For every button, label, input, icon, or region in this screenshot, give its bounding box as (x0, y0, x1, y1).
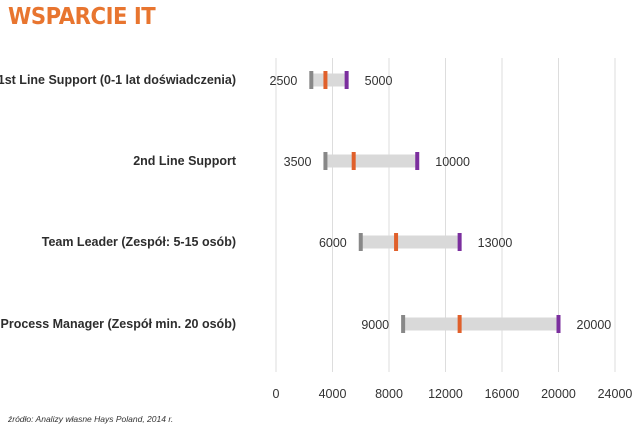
mid-marker (323, 71, 328, 89)
min-value-label: 3500 (284, 155, 312, 169)
max-marker (457, 233, 462, 251)
x-axis-ticks: 0 4000 8000 12000 16000 20000 24000 (273, 387, 633, 401)
category-label: Team Leader (Zespół: 5-15 osób) (42, 235, 236, 249)
mid-marker (457, 315, 462, 333)
x-tick-label: 8000 (375, 387, 403, 401)
chart-title: WSPARCIE IT (8, 4, 156, 30)
min-marker (401, 315, 406, 333)
x-tick-label: 0 (273, 387, 280, 401)
mid-marker (394, 233, 399, 251)
max-value-label: 5000 (365, 74, 393, 88)
range-bar (325, 154, 418, 168)
min-marker (323, 152, 328, 170)
source-note: źródło: Analizy własne Hays Poland, 2014… (8, 414, 174, 424)
max-value-label: 20000 (577, 318, 612, 332)
max-value-label: 10000 (435, 155, 470, 169)
min-value-label: 6000 (319, 236, 347, 250)
min-marker (358, 233, 363, 251)
bars-layer (309, 71, 561, 333)
mid-marker (351, 152, 356, 170)
x-tick-label: 24000 (598, 387, 633, 401)
range-bar (403, 317, 559, 331)
category-label: 2nd Line Support (133, 154, 237, 168)
max-marker (556, 315, 561, 333)
range-bar (311, 73, 347, 87)
max-marker (415, 152, 420, 170)
x-tick-label: 4000 (319, 387, 347, 401)
max-marker (344, 71, 349, 89)
x-tick-label: 16000 (485, 387, 520, 401)
labels-layer: 1st Line Support (0-1 lat doświadczenia)… (0, 73, 611, 332)
category-label: Process Manager (Zespół min. 20 osób) (1, 317, 236, 331)
min-marker (309, 71, 314, 89)
x-tick-label: 20000 (541, 387, 576, 401)
max-value-label: 13000 (478, 236, 513, 250)
range-bar (360, 235, 460, 249)
min-value-label: 2500 (270, 74, 298, 88)
min-value-label: 9000 (361, 318, 389, 332)
category-label: 1st Line Support (0-1 lat doświadczenia) (0, 73, 236, 87)
x-tick-label: 12000 (428, 387, 463, 401)
